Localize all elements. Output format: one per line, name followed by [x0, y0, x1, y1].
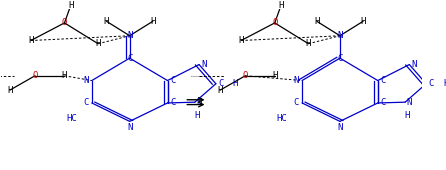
Text: H: H: [278, 1, 284, 10]
Text: C: C: [219, 79, 224, 88]
Text: C: C: [127, 54, 132, 63]
Text: N: N: [83, 76, 88, 85]
Text: N: N: [202, 60, 207, 69]
Text: H: H: [306, 39, 311, 48]
Text: H: H: [7, 86, 12, 95]
Text: N: N: [412, 60, 417, 69]
Text: N: N: [337, 31, 343, 40]
Text: H: H: [360, 17, 366, 26]
Text: HC: HC: [66, 114, 77, 123]
Text: H: H: [314, 17, 319, 26]
Text: H: H: [95, 39, 101, 48]
Text: C: C: [380, 76, 386, 85]
Text: C: C: [337, 54, 343, 63]
Text: HC: HC: [277, 114, 287, 123]
Text: H: H: [272, 71, 277, 80]
Text: C: C: [293, 98, 299, 107]
Text: H: H: [194, 111, 200, 120]
Text: H: H: [239, 36, 244, 45]
Text: N: N: [337, 123, 343, 132]
Text: C: C: [83, 98, 88, 107]
Text: N: N: [407, 98, 412, 107]
Text: H: H: [62, 71, 67, 80]
Text: O: O: [33, 71, 38, 80]
Text: H: H: [405, 111, 410, 120]
Text: H: H: [28, 36, 33, 45]
Text: H: H: [217, 86, 223, 95]
Text: C: C: [170, 98, 175, 107]
Text: O: O: [62, 18, 67, 27]
Text: C: C: [170, 76, 175, 85]
Text: H: H: [233, 79, 238, 88]
Text: N: N: [127, 123, 132, 132]
Text: H: H: [150, 17, 156, 26]
Text: O: O: [272, 18, 277, 27]
Text: C: C: [429, 79, 434, 88]
Text: H: H: [104, 17, 109, 26]
Text: N: N: [197, 98, 202, 107]
Text: C: C: [380, 98, 386, 107]
Text: N: N: [293, 76, 299, 85]
Text: H: H: [443, 79, 446, 88]
Text: H: H: [68, 1, 74, 10]
Text: N: N: [127, 31, 132, 40]
Text: O: O: [243, 71, 248, 80]
